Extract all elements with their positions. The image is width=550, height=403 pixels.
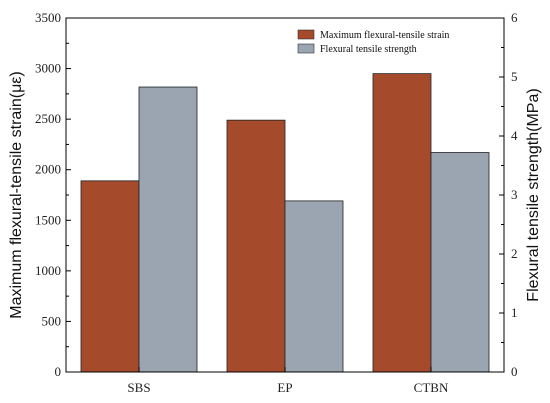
x-tick-label: EP (277, 380, 292, 395)
legend-swatch-strain (297, 29, 315, 40)
y-tick-label-right: 2 (511, 246, 518, 261)
y-tick-label-left: 3500 (35, 10, 61, 25)
y-tick-label-left: 1000 (35, 263, 61, 278)
y-tick-label-right: 3 (511, 187, 518, 202)
legend-swatch-strength (297, 43, 315, 54)
y-tick-label-left: 2500 (35, 111, 61, 126)
bar-strength-sbs (138, 86, 198, 373)
y-tick-label-right: 1 (511, 305, 518, 320)
y-tick-label-left: 2000 (35, 162, 61, 177)
legend-label-strength: Flexural tensile strength (320, 44, 417, 55)
y-tick-label-right: 5 (511, 69, 518, 84)
bar-strain-ctbn (372, 73, 432, 373)
bars-layer (80, 73, 490, 373)
right-axis: 0 1 2 3 4 5 6 (499, 10, 518, 379)
bar-strength-ctbn (430, 152, 490, 373)
legend-label-strain: Maximum flexural-tensile strain (320, 30, 449, 41)
x-tick-label: SBS (127, 380, 150, 395)
y-tick-label-left: 1500 (35, 212, 61, 227)
left-axis: 0 500 1000 1500 2000 2500 3000 3500 (35, 10, 71, 379)
y-axis-label-right: Flexural tensile strength(MPa) (525, 88, 542, 301)
y-tick-label-left: 500 (42, 313, 62, 328)
y-tick-label-right: 6 (511, 10, 518, 25)
y-tick-label-right: 0 (511, 364, 518, 379)
bar-strength-ep (284, 200, 344, 373)
y-tick-label-left: 3000 (35, 61, 61, 76)
x-tick-label: CTBN (414, 380, 449, 395)
legend: Maximum flexural-tensile strain Flexural… (297, 29, 449, 55)
y-axis-label-left: Maximum flexural-tensile strain(με) (8, 71, 25, 319)
y-tick-label-left: 0 (55, 364, 62, 379)
y-tick-label-right: 4 (511, 128, 518, 143)
x-axis: SBS EP CTBN (127, 367, 449, 395)
bar-strain-ep (226, 119, 286, 373)
bar-strain-sbs (80, 180, 140, 373)
